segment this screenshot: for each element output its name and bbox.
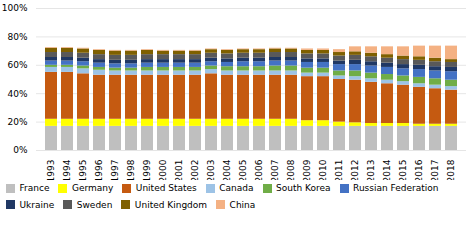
html-text:Russian Federation: Russian Federation: [353, 183, 439, 194]
svg-text:1997: 1997: [110, 160, 120, 181]
svg-text:20%: 20%: [7, 117, 27, 127]
svg-text:2009: 2009: [302, 159, 312, 180]
html-text:China: China: [229, 199, 256, 210]
svg-text:60%: 60%: [7, 60, 27, 70]
svg-text:2017: 2017: [430, 160, 440, 181]
svg-text:2016: 2016: [414, 159, 424, 180]
html-text:South Korea: South Korea: [276, 183, 331, 194]
html-text:Sweden: Sweden: [76, 199, 113, 210]
html-text:Canada: Canada: [219, 183, 254, 194]
svg-text:2015: 2015: [398, 160, 408, 181]
html-text:United States: United States: [135, 183, 197, 194]
svg-text:80%: 80%: [7, 32, 27, 42]
html-text:Ukraine: Ukraine: [19, 199, 55, 210]
svg-text:1996: 1996: [94, 159, 104, 180]
svg-text:1994: 1994: [62, 159, 72, 180]
svg-text:2010: 2010: [318, 159, 328, 180]
svg-text:2003: 2003: [206, 160, 216, 181]
svg-text:2007: 2007: [270, 160, 280, 181]
svg-text:2013: 2013: [366, 160, 376, 181]
svg-text:2011: 2011: [334, 160, 344, 181]
svg-text:0%: 0%: [13, 145, 28, 155]
svg-text:100%: 100%: [2, 3, 28, 13]
svg-text:2002: 2002: [190, 160, 200, 181]
svg-text:1999: 1999: [142, 159, 152, 180]
svg-text:1995: 1995: [78, 160, 88, 181]
svg-text:2004: 2004: [222, 159, 232, 180]
svg-text:2001: 2001: [174, 160, 184, 181]
svg-text:2006: 2006: [254, 159, 264, 180]
html-text:Germany: Germany: [71, 183, 114, 194]
svg-text:1998: 1998: [126, 159, 136, 180]
svg-text:40%: 40%: [7, 89, 27, 99]
svg-text:1993: 1993: [46, 160, 56, 181]
html-text:United Kingdom: United Kingdom: [134, 199, 208, 210]
svg-text:2005: 2005: [238, 160, 248, 181]
html-text:France: France: [19, 183, 50, 194]
svg-text:2014: 2014: [382, 159, 392, 180]
svg-text:2018: 2018: [446, 159, 456, 180]
svg-text:2000: 2000: [158, 159, 168, 180]
svg-text:2008: 2008: [286, 159, 296, 180]
svg-text:2012: 2012: [350, 160, 360, 181]
